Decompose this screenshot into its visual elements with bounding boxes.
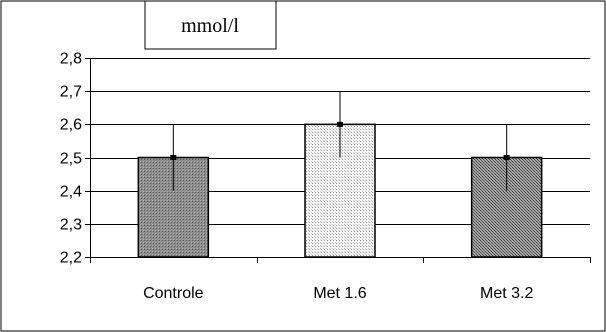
mean-marker <box>503 155 510 160</box>
unit-label-box: mmol/l <box>144 0 277 50</box>
y-tick-label: 2,3 <box>60 217 82 234</box>
y-tick-label: 2,4 <box>60 184 82 201</box>
unit-label: mmol/l <box>181 15 239 37</box>
y-tick-label: 2,8 <box>60 51 82 68</box>
category-label: Controle <box>143 285 204 302</box>
y-tick-label: 2,7 <box>60 84 82 101</box>
error-bars <box>170 91 510 191</box>
category-label: Met 3.2 <box>480 285 533 302</box>
mean-marker <box>337 121 343 127</box>
mean-marker <box>170 155 177 160</box>
y-tick-label: 2,6 <box>60 117 82 134</box>
y-tick-label: 2,2 <box>60 250 82 267</box>
category-label: Met 1.6 <box>313 285 366 302</box>
axis-labels: 2,2 2,3 2,4 2,5 2,6 2,7 2,8 Controle Met 1.6 Met … <box>60 51 534 303</box>
y-tick-label: 2,5 <box>60 151 82 168</box>
